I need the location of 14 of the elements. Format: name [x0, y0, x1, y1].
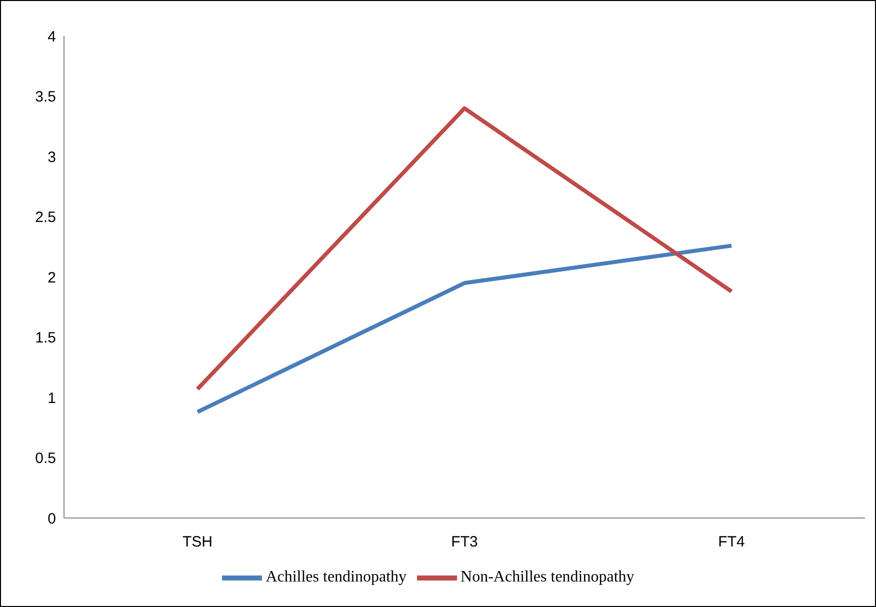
y-tick-label: 1 — [48, 390, 56, 407]
legend-label: Non-Achilles tendinopathy — [460, 568, 634, 586]
x-tick-label: TSH — [182, 534, 212, 551]
x-tick-label: FT3 — [451, 534, 478, 551]
x-tick-label: FT4 — [718, 534, 745, 551]
y-tick-label: 3.5 — [35, 88, 56, 106]
y-tick-label: 2.5 — [35, 209, 56, 226]
y-tick-label: 0.5 — [35, 450, 56, 468]
y-tick-label: 1.5 — [35, 330, 56, 347]
y-tick-label: 4 — [48, 28, 56, 46]
legend-label: Achilles tendinopathy — [266, 568, 407, 586]
y-tick-label: 0 — [48, 510, 56, 528]
y-tick-label: 2 — [48, 269, 56, 286]
y-tick-label: 3 — [48, 148, 56, 166]
